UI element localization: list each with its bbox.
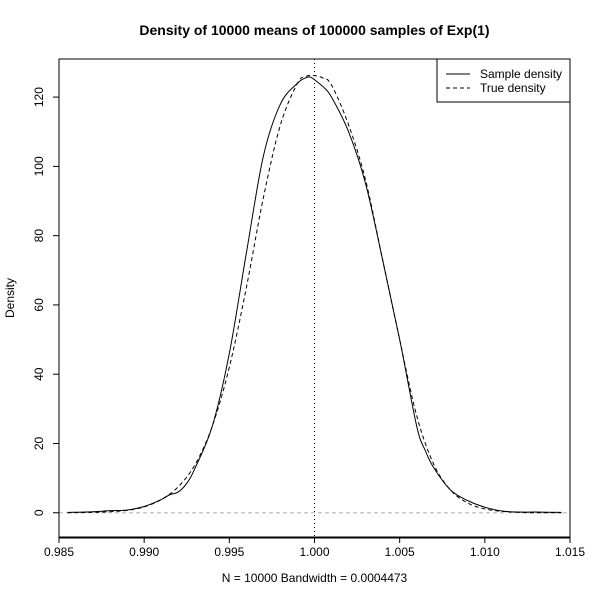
y-axis: 0 20 40 60 80 100 120 <box>32 87 60 516</box>
x-tick-label: 1.010 <box>470 545 500 559</box>
x-tick-label: 0.985 <box>44 545 74 559</box>
y-tick-label: 20 <box>32 436 46 450</box>
plot-frame <box>58 58 571 538</box>
y-axis-label: Density <box>3 278 17 318</box>
y-tick-label: 60 <box>32 298 46 312</box>
x-tick-label: 0.995 <box>214 545 244 559</box>
y-tick-label: 0 <box>32 509 46 516</box>
x-tick-label: 1.000 <box>299 545 329 559</box>
x-axis: 0.985 0.990 0.995 1.000 1.005 1.010 1.015 <box>44 537 585 559</box>
plot-marks <box>59 59 570 537</box>
y-tick-label: 100 <box>32 156 46 176</box>
legend-box <box>436 58 571 103</box>
y-tick-label: 80 <box>32 229 46 243</box>
legend-sample-density-label: Sample density <box>480 67 562 81</box>
x-tick-label: 1.015 <box>555 545 585 559</box>
chart-title: Density of 10000 means of 100000 samples… <box>139 22 489 38</box>
legend-true-density-label: True density <box>480 81 546 95</box>
true-density-line <box>67 74 562 514</box>
y-tick-label: 120 <box>32 87 46 107</box>
x-tick-label: 0.990 <box>129 545 159 559</box>
x-axis-label: N = 10000 Bandwidth = 0.0004473 <box>222 571 408 585</box>
y-tick-label: 40 <box>32 367 46 381</box>
x-tick-label: 1.005 <box>385 545 415 559</box>
